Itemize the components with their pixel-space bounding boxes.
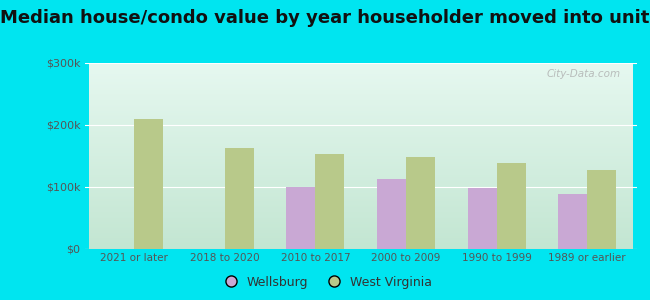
Bar	[377, 179, 406, 249]
Text: Median house/condo value by year householder moved into unit: Median house/condo value by year househo…	[0, 9, 650, 27]
Bar	[225, 148, 254, 249]
Bar	[587, 169, 616, 249]
Bar	[497, 164, 526, 249]
Bar	[287, 187, 315, 249]
Text: City-Data.com: City-Data.com	[546, 69, 620, 79]
Bar	[558, 194, 587, 249]
Bar	[135, 119, 163, 249]
Bar	[467, 188, 497, 249]
Bar	[406, 157, 435, 249]
Bar	[315, 154, 344, 249]
Legend: Wellsburg, West Virginia: Wellsburg, West Virginia	[213, 271, 437, 294]
